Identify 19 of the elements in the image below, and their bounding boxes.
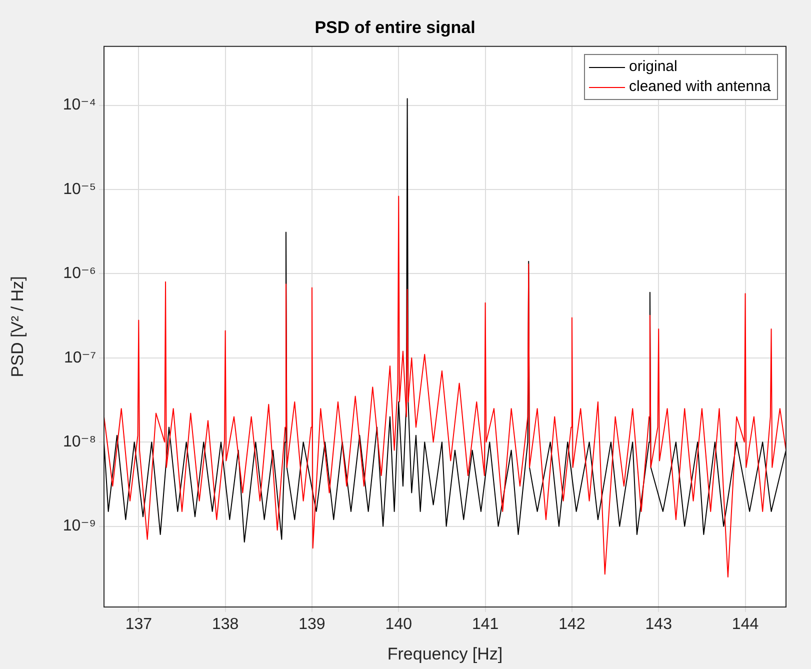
x-axis-title: Frequency [Hz] — [387, 644, 503, 664]
x-tick-label: 137 — [125, 616, 152, 634]
legend-label: original — [629, 57, 678, 78]
x-tick-label: 144 — [732, 616, 759, 634]
x-tick-label: 141 — [472, 616, 499, 634]
legend-label: cleaned with antenna — [629, 77, 771, 98]
y-tick-label: 10⁻⁸ — [63, 433, 96, 450]
y-tick-label: 10⁻⁴ — [62, 96, 96, 114]
x-tick-label: 142 — [558, 616, 586, 634]
y-tick-label: 10⁻⁵ — [63, 180, 96, 198]
x-tick-label: 138 — [212, 616, 239, 634]
x-tick-label: 140 — [385, 616, 412, 634]
y-axis-title: PSD [V² / Hz] — [8, 276, 27, 378]
y-tick-label: 10⁻⁶ — [63, 265, 96, 282]
chart-title: PSD of entire signal — [314, 18, 476, 37]
x-tick-label: 139 — [298, 616, 326, 634]
y-tick-label: 10⁻⁷ — [64, 349, 96, 366]
x-tick-label: 143 — [645, 616, 672, 634]
y-tick-label: 10⁻⁹ — [62, 518, 96, 535]
